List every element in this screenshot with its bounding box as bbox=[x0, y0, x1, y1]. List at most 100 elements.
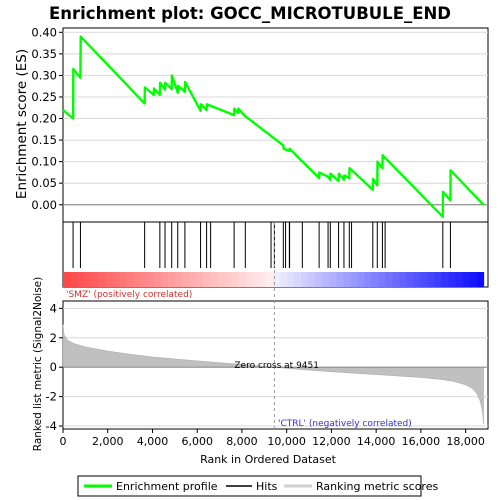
color-bar-segment bbox=[210, 272, 218, 287]
color-bar-segment bbox=[385, 272, 394, 287]
x-tick-label: 10,000 bbox=[267, 435, 306, 448]
color-bar-segment bbox=[231, 272, 239, 287]
color-bar-segment bbox=[63, 272, 71, 287]
x-tick-label: 16,000 bbox=[402, 435, 441, 448]
color-bar-segment bbox=[105, 272, 113, 287]
color-bar-segment bbox=[154, 272, 162, 287]
es-tick-label: 0.40 bbox=[31, 25, 57, 39]
x-tick-label: 12,000 bbox=[312, 435, 351, 448]
color-bar-segment bbox=[252, 272, 260, 287]
metric-tick-label: 4 bbox=[50, 301, 57, 315]
color-bar-segment bbox=[301, 272, 309, 287]
color-bar-segment bbox=[168, 272, 176, 287]
color-bar-segment bbox=[357, 272, 365, 287]
color-bar-segment bbox=[91, 272, 99, 287]
negative-correlation-label: 'CTRL' (negatively correlated) bbox=[278, 419, 412, 429]
es-tick-label: 0.05 bbox=[31, 176, 57, 190]
color-bar-segment bbox=[140, 272, 148, 287]
es-gridlines bbox=[63, 31, 488, 206]
color-bar-segment bbox=[245, 272, 253, 287]
color-bar-segment bbox=[441, 272, 450, 287]
metric-tick-label: 2 bbox=[50, 331, 57, 345]
es-y-ticks: 0.00 0.05 0.10 0.15 0.20 0.25 0.30 0.35 0.40 bbox=[31, 25, 63, 212]
color-bar-segment bbox=[217, 272, 225, 287]
color-bar-segment bbox=[343, 272, 351, 287]
es-tick-label: 0.30 bbox=[31, 68, 57, 82]
color-bar-segment bbox=[294, 272, 302, 287]
color-bar-segment bbox=[420, 272, 429, 287]
color-bar-segment bbox=[308, 272, 316, 287]
color-bar-segment bbox=[455, 272, 464, 287]
color-bar-segment bbox=[406, 272, 415, 287]
color-bar-segment bbox=[189, 272, 197, 287]
color-bar-segment bbox=[378, 272, 387, 287]
color-bar-segment bbox=[238, 272, 246, 287]
color-bar-segment bbox=[84, 272, 92, 287]
color-bar-segment bbox=[196, 272, 204, 287]
color-bar-segment bbox=[119, 272, 127, 287]
color-bar-segment bbox=[203, 272, 211, 287]
color-bar-segment bbox=[413, 272, 422, 287]
es-tick-label: 0.15 bbox=[31, 133, 57, 147]
color-bar-segment bbox=[112, 272, 120, 287]
x-axis-label: Rank in Ordered Dataset bbox=[200, 453, 337, 466]
hit-markers bbox=[72, 222, 451, 268]
x-tick-label: 6,000 bbox=[181, 435, 213, 448]
x-tick-label: 0 bbox=[60, 435, 67, 448]
legend: Enrichment profile Hits Ranking metric s… bbox=[77, 475, 438, 497]
es-tick-label: 0.35 bbox=[31, 47, 57, 61]
color-bar-segment bbox=[70, 272, 78, 287]
color-bar-segment bbox=[329, 272, 337, 287]
x-axis-ticks: 0 2,000 4,000 6,000 8,000 10,000 12,000 14,000 1… bbox=[60, 429, 485, 448]
color-bar-segment bbox=[147, 272, 155, 287]
color-bar-segment bbox=[469, 272, 478, 287]
metric-y-axis-label: Ranked list metric (Signal2Noise) bbox=[32, 277, 44, 452]
color-bar-segment bbox=[133, 272, 141, 287]
ranked-metric-area bbox=[62, 324, 488, 424]
color-bar-segment bbox=[392, 272, 401, 287]
color-bar-segment bbox=[98, 272, 106, 287]
legend-label-metric: Ranking metric scores bbox=[316, 480, 438, 493]
color-bar-segment bbox=[182, 272, 190, 287]
chart-title: Enrichment plot: GOCC_MICROTUBULE_END bbox=[49, 4, 451, 23]
rank-color-bar bbox=[63, 272, 485, 287]
color-bar-segment bbox=[175, 272, 183, 287]
x-tick-label: 18,000 bbox=[446, 435, 485, 448]
color-bar-segment bbox=[266, 272, 274, 287]
es-profile-line bbox=[62, 35, 485, 219]
color-bar-segment bbox=[350, 272, 358, 287]
color-bar-segment bbox=[280, 272, 288, 287]
color-bar-segment bbox=[322, 272, 330, 287]
metric-y-ticks: -4 -2 0 2 4 bbox=[46, 301, 63, 433]
metric-tick-label: 0 bbox=[50, 360, 57, 374]
color-bar-segment bbox=[434, 272, 443, 287]
color-bar-segment bbox=[224, 272, 232, 287]
x-tick-label: 8,000 bbox=[226, 435, 258, 448]
color-bar-segment bbox=[273, 272, 281, 287]
x-tick-label: 14,000 bbox=[357, 435, 396, 448]
es-tick-label: 0.00 bbox=[31, 198, 57, 212]
color-bar-segment bbox=[315, 272, 323, 287]
legend-label-profile: Enrichment profile bbox=[116, 480, 218, 493]
color-bar-segment bbox=[126, 272, 134, 287]
color-bar-segment bbox=[462, 272, 471, 287]
es-tick-label: 0.20 bbox=[31, 112, 57, 126]
x-tick-label: 4,000 bbox=[137, 435, 169, 448]
es-tick-label: 0.25 bbox=[31, 90, 57, 104]
color-bar-segment bbox=[399, 272, 408, 287]
es-profile-group bbox=[62, 35, 485, 219]
color-bar-segment bbox=[476, 272, 485, 287]
color-bar-segment bbox=[161, 272, 169, 287]
color-bar-segment bbox=[427, 272, 436, 287]
color-bar-segment bbox=[364, 272, 372, 287]
color-bar-segment bbox=[77, 272, 85, 287]
x-tick-label: 2,000 bbox=[92, 435, 124, 448]
color-bar-segment bbox=[336, 272, 344, 287]
legend-label-hits: Hits bbox=[256, 480, 278, 493]
es-tick-label: 0.10 bbox=[31, 155, 57, 169]
color-bar-segment bbox=[448, 272, 457, 287]
es-panel-frame bbox=[62, 27, 489, 223]
positive-correlation-label: 'SMZ' (positively correlated) bbox=[66, 290, 192, 300]
color-bar-segment bbox=[287, 272, 295, 287]
